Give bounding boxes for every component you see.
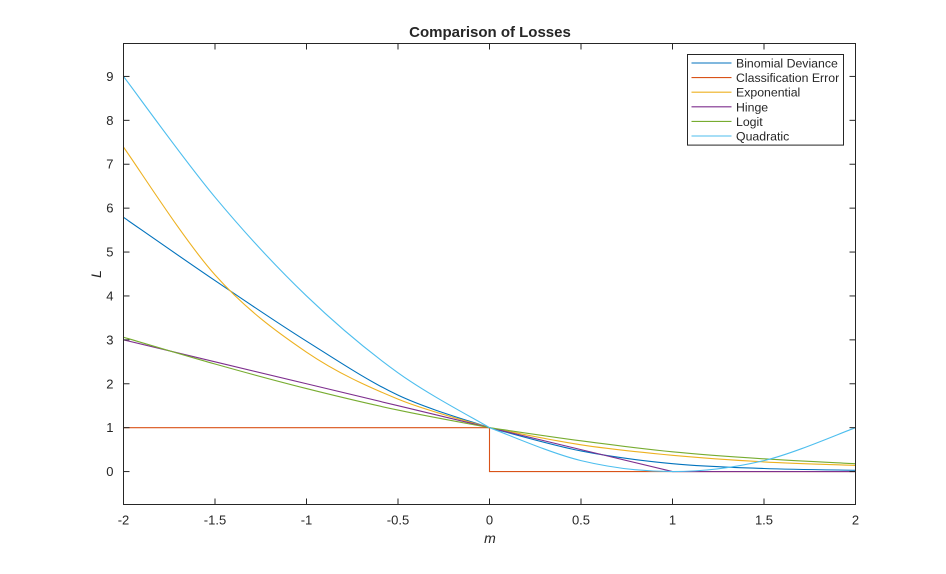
x-tick-label: 0.5	[572, 513, 590, 528]
x-tick-label: -1.5	[204, 513, 226, 528]
x-tick-label: -0.5	[387, 513, 409, 528]
y-tick-label: 4	[106, 288, 113, 303]
x-tick-label: 1	[669, 513, 676, 528]
y-tick-label: 9	[106, 69, 113, 84]
y-tick-label: 8	[106, 113, 113, 128]
legend-label-binomial-deviance: Binomial Deviance	[736, 57, 838, 71]
x-tick-label: 2	[852, 513, 859, 528]
x-axis-label: m	[484, 530, 496, 546]
y-tick-label: 6	[106, 201, 113, 216]
y-tick-label: 0	[106, 464, 113, 479]
y-tick-label: 1	[106, 420, 113, 435]
y-axis-label: L	[88, 270, 104, 278]
y-tick-label: 7	[106, 157, 113, 172]
legend-label-classification-error: Classification Error	[736, 71, 839, 85]
plot-lines	[123, 76, 856, 473]
x-tick-label: 1.5	[755, 513, 773, 528]
x-axis-ticks: -2 -1.5 -1 -0.5 0 0.5 1 1.5 2	[118, 43, 859, 528]
y-tick-label: 3	[106, 332, 113, 347]
legend-label-exponential: Exponential	[736, 86, 800, 100]
legend-label-hinge: Hinge	[736, 100, 768, 114]
legend-box	[687, 54, 844, 146]
legend-label-quadratic: Quadratic	[736, 130, 789, 144]
y-tick-label: 2	[106, 376, 113, 391]
legend-label-logit: Logit	[736, 115, 763, 129]
x-tick-label: -2	[118, 513, 130, 528]
series-line-exponential	[123, 146, 856, 466]
x-tick-label: 0	[486, 513, 493, 528]
chart-title: Comparison of Losses	[409, 24, 571, 41]
y-axis-ticks: 0 1 2 3 4 5 6 7 8 9	[106, 69, 856, 479]
y-tick-label: 5	[106, 245, 113, 260]
series-line-quadratic	[123, 76, 856, 473]
x-tick-label: -1	[301, 513, 313, 528]
